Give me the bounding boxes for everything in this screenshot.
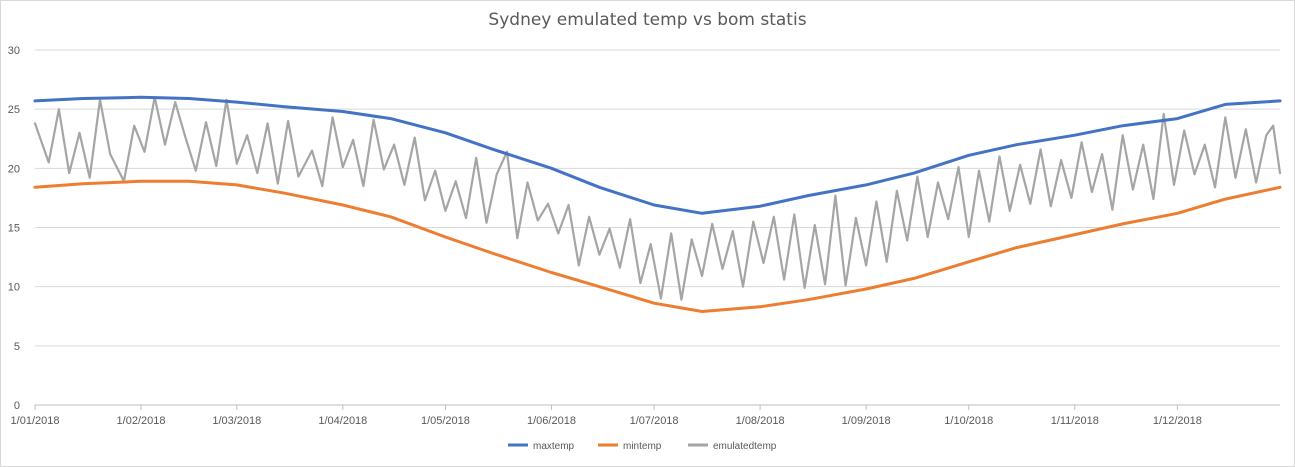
y-tick-label: 25	[8, 104, 20, 116]
x-axis-tick-labels: 1/01/2018 1/02/2018 1/03/2018 1/04/2018 1/05…	[11, 405, 1202, 427]
y-tick-label: 10	[8, 282, 20, 294]
x-tick-label: 1/06/2018	[527, 415, 576, 427]
x-tick-label: 1/09/2018	[842, 415, 891, 427]
legend-label-maxtemp: maxtemp	[533, 441, 575, 452]
x-tick-label: 1/12/2018	[1153, 415, 1202, 427]
y-tick-label: 30	[8, 45, 20, 57]
x-tick-label: 1/04/2018	[318, 415, 367, 427]
x-tick-label: 1/05/2018	[421, 415, 470, 427]
series-lines	[33, 95, 1282, 313]
x-tick-label: 1/03/2018	[212, 415, 261, 427]
gridlines	[35, 49, 1280, 406]
series-line-maxtemp	[33, 95, 1282, 215]
series-line-emulatedtemp	[33, 96, 1282, 301]
series-line-mintemp	[33, 179, 1282, 313]
x-tick-label: 1/08/2018	[736, 415, 785, 427]
y-tick-label: 15	[8, 223, 20, 235]
x-tick-label: 1/07/2018	[630, 415, 679, 427]
legend-label-mintemp: mintemp	[623, 441, 662, 452]
y-tick-label: 20	[8, 163, 20, 175]
y-axis-tick-labels: 0 5 10 15 20 25 30	[8, 45, 20, 412]
y-tick-label: 0	[14, 400, 20, 412]
chart-title: Sydney emulated temp vs bom statis	[488, 10, 807, 30]
y-tick-label: 5	[14, 341, 20, 353]
x-tick-label: 1/02/2018	[117, 415, 166, 427]
legend-label-emulatedtemp: emulatedtemp	[713, 441, 777, 452]
x-tick-label: 1/01/2018	[11, 415, 60, 427]
x-tick-label: 1/11/2018	[1051, 415, 1099, 427]
x-tick-label: 1/10/2018	[944, 415, 993, 427]
legend: maxtemp mintemp emulatedtemp	[508, 441, 777, 452]
